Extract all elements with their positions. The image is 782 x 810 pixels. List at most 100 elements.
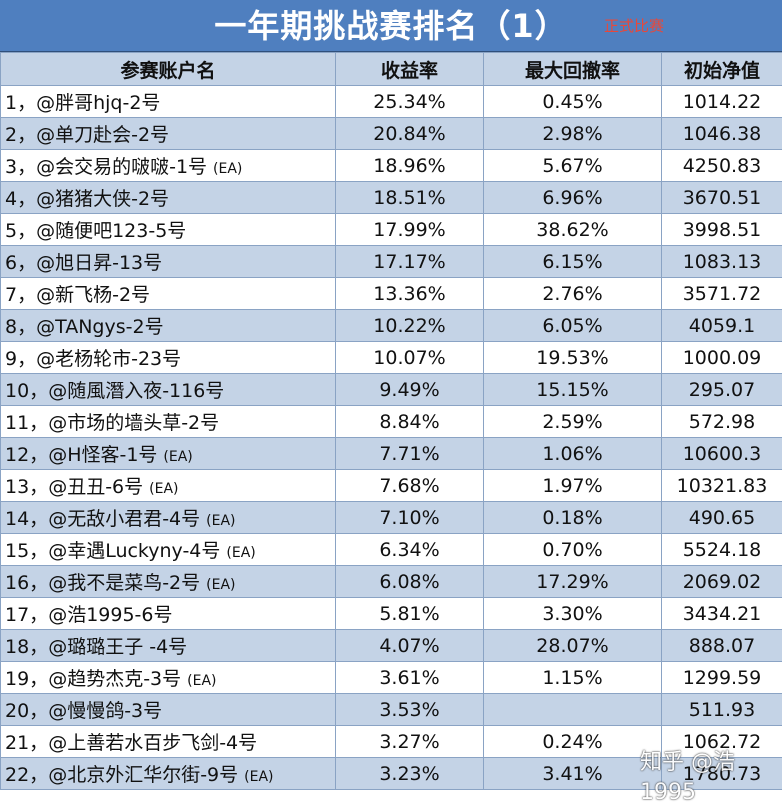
initial-nav-cell: 1083.13 (661, 245, 782, 278)
account-cell: 9，@老杨轮市-23号 (0, 341, 336, 374)
table-row: 17，@浩1995-6号 5.81% 3.30% 3434.21 (0, 597, 782, 630)
initial-nav-cell: 1046.38 (661, 117, 782, 150)
return-cell: 20.84% (335, 117, 484, 150)
header-return: 收益率 (335, 52, 484, 86)
return-cell: 5.81% (335, 597, 484, 630)
return-cell: 7.68% (335, 469, 484, 502)
rank-number: 10， (5, 380, 49, 402)
return-cell: 3.61% (335, 661, 484, 694)
rank-number: 9， (5, 348, 37, 370)
table-row: 20，@慢慢鸽-3号 3.53% 511.93 (0, 693, 782, 726)
max-drawdown-cell: 2.76% (483, 277, 662, 310)
ea-badge: (EA) (206, 513, 236, 529)
account-name: @猪猪大侠-2号 (36, 188, 170, 210)
table-row: 21，@上善若水百步飞剑-4号 3.27% 0.24% 1062.72 (0, 725, 782, 758)
rank-number: 15， (5, 540, 49, 562)
account-cell: 13，@丑丑-6号 (EA) (0, 469, 336, 502)
account-name: @H怪客-1号 (48, 444, 158, 466)
rank-number: 22， (5, 764, 49, 786)
account-cell: 16，@我不是菜鸟-2号 (EA) (0, 565, 336, 598)
ranking-table: 参赛账户名 收益率 最大回撤率 初始净值 1，@胖哥hjq-2号 25.34% 0.… (0, 52, 782, 790)
source-watermark: 知乎 @浩1995 (640, 750, 735, 805)
return-cell: 6.08% (335, 565, 484, 598)
table-row: 7，@新飞杨-2号 13.36% 2.76% 3571.72 (0, 277, 782, 310)
max-drawdown-cell: 0.18% (483, 501, 662, 534)
initial-nav-cell: 10321.83 (661, 469, 782, 502)
initial-nav-cell: 3998.51 (661, 213, 782, 246)
initial-nav-cell: 1299.59 (661, 661, 782, 694)
initial-nav-cell: 3571.72 (661, 277, 782, 310)
max-drawdown-cell: 5.67% (483, 149, 662, 182)
account-name: @我不是菜鸟-2号 (48, 572, 201, 594)
header-initial-nav: 初始净值 (661, 52, 782, 86)
initial-nav-cell: 5524.18 (661, 533, 782, 566)
account-cell: 7，@新飞杨-2号 (0, 277, 336, 310)
table-row: 14，@无敌小君君-4号 (EA) 7.10% 0.18% 490.65 (0, 501, 782, 534)
rank-number: 2， (5, 124, 37, 146)
ea-badge: (EA) (149, 481, 179, 497)
table-row: 16，@我不是菜鸟-2号 (EA) 6.08% 17.29% 2069.02 (0, 565, 782, 598)
initial-nav-cell: 888.07 (661, 629, 782, 662)
header-account: 参赛账户名 (0, 52, 336, 86)
account-name: @随便吧123-5号 (36, 220, 187, 242)
account-cell: 20，@慢慢鸽-3号 (0, 693, 336, 726)
table-row: 15，@幸遇Luckyny-4号 (EA) 6.34% 0.70% 5524.18 (0, 533, 782, 566)
rank-number: 11， (5, 412, 49, 434)
rank-number: 13， (5, 476, 49, 498)
competition-tag: 正式比赛 (604, 17, 665, 35)
rank-number: 3， (5, 156, 37, 178)
max-drawdown-cell: 1.06% (483, 437, 662, 470)
account-cell: 14，@无敌小君君-4号 (EA) (0, 501, 336, 534)
account-name: @新飞杨-2号 (36, 284, 151, 306)
max-drawdown-cell: 3.30% (483, 597, 662, 630)
account-cell: 21，@上善若水百步飞剑-4号 (0, 725, 336, 758)
return-cell: 25.34% (335, 85, 484, 118)
max-drawdown-cell: 2.59% (483, 405, 662, 438)
account-name: @旭日昇-13号 (36, 252, 163, 274)
ranking-body: 1，@胖哥hjq-2号 25.34% 0.45% 1014.22 2，@单刀赴会-2号 2… (0, 85, 782, 790)
rank-number: 16， (5, 572, 49, 594)
initial-nav-cell: 1062.72 (661, 725, 782, 758)
header-max-drawdown: 最大回撤率 (483, 52, 662, 86)
initial-nav-cell: 1000.09 (661, 341, 782, 374)
ea-badge: (EA) (187, 673, 217, 689)
table-row: 18，@璐璐王子 -4号 4.07% 28.07% 888.07 (0, 629, 782, 662)
max-drawdown-cell: 15.15% (483, 373, 662, 406)
account-name: @TANgys-2号 (36, 316, 164, 338)
header-row: 参赛账户名 收益率 最大回撤率 初始净值 (0, 52, 782, 86)
rank-number: 19， (5, 668, 49, 690)
table-row: 10，@随風潛入夜-116号 9.49% 15.15% 295.07 (0, 373, 782, 406)
account-name: @北京外汇华尔街-9号 (48, 764, 239, 786)
return-cell: 10.07% (335, 341, 484, 374)
account-name: @随風潛入夜-116号 (48, 380, 225, 402)
rank-number: 12， (5, 444, 49, 466)
return-cell: 7.71% (335, 437, 484, 470)
account-cell: 5，@随便吧123-5号 (0, 213, 336, 246)
account-name: @幸遇Luckyny-4号 (48, 540, 221, 562)
max-drawdown-cell: 2.98% (483, 117, 662, 150)
account-cell: 6，@旭日昇-13号 (0, 245, 336, 278)
rank-number: 5， (5, 220, 37, 242)
max-drawdown-cell: 6.96% (483, 181, 662, 214)
max-drawdown-cell: 0.24% (483, 725, 662, 758)
return-cell: 9.49% (335, 373, 484, 406)
account-cell: 11，@市场的墙头草-2号 (0, 405, 336, 438)
initial-nav-cell: 511.93 (661, 693, 782, 726)
return-cell: 4.07% (335, 629, 484, 662)
table-row: 22，@北京外汇华尔街-9号 (EA) 3.23% 3.41% 1780.73 (0, 757, 782, 790)
account-cell: 15，@幸遇Luckyny-4号 (EA) (0, 533, 336, 566)
account-cell: 2，@单刀赴会-2号 (0, 117, 336, 150)
max-drawdown-cell: 1.15% (483, 661, 662, 694)
table-row: 11，@市场的墙头草-2号 8.84% 2.59% 572.98 (0, 405, 782, 438)
max-drawdown-cell: 0.45% (483, 85, 662, 118)
rank-number: 1， (5, 92, 37, 114)
table-row: 1，@胖哥hjq-2号 25.34% 0.45% 1014.22 (0, 85, 782, 118)
return-cell: 18.96% (335, 149, 484, 182)
max-drawdown-cell (483, 693, 662, 726)
page-title: 一年期挑战赛排名（1） (214, 7, 568, 45)
rank-number: 18， (5, 636, 49, 658)
initial-nav-cell: 1780.73 (661, 757, 782, 790)
ea-badge: (EA) (163, 449, 193, 465)
max-drawdown-cell: 38.62% (483, 213, 662, 246)
ea-badge: (EA) (206, 577, 236, 593)
